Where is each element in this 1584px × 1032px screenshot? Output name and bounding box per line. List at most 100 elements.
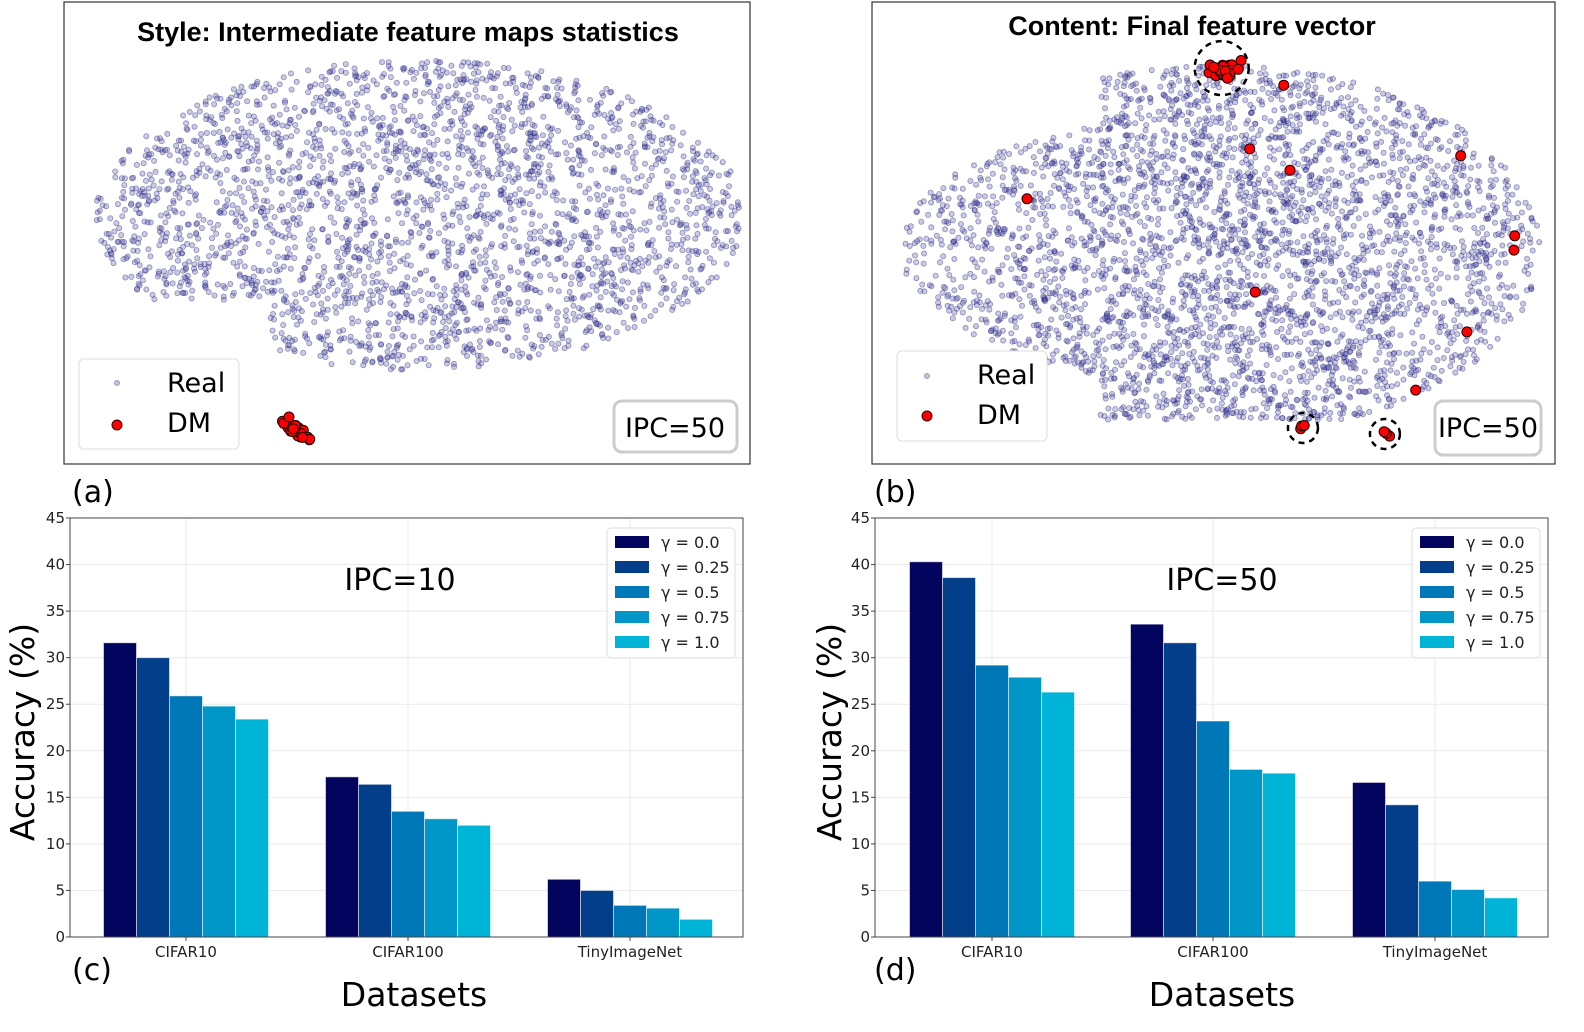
real-point xyxy=(144,219,151,226)
real-point xyxy=(1186,91,1193,98)
real-point xyxy=(311,175,318,182)
real-point xyxy=(214,95,221,102)
real-point xyxy=(516,353,523,360)
real-point xyxy=(585,239,592,246)
real-point xyxy=(150,182,157,189)
real-point xyxy=(671,281,678,288)
real-point xyxy=(313,126,320,133)
real-point xyxy=(655,156,662,163)
real-point xyxy=(222,139,229,146)
real-point xyxy=(434,190,441,197)
real-point xyxy=(693,169,700,176)
real-point xyxy=(1492,219,1499,226)
real-point xyxy=(680,174,687,181)
real-point xyxy=(1383,128,1390,135)
real-point xyxy=(1171,143,1178,150)
real-point xyxy=(424,125,431,132)
real-point xyxy=(537,161,544,168)
real-point xyxy=(327,346,334,353)
real-point xyxy=(305,236,312,243)
real-point xyxy=(394,325,401,332)
real-point xyxy=(632,149,639,156)
real-point xyxy=(234,205,241,212)
real-point xyxy=(1416,240,1423,247)
real-point xyxy=(501,307,508,314)
real-point xyxy=(336,328,343,335)
real-point xyxy=(339,129,346,136)
real-point xyxy=(643,106,650,113)
real-point xyxy=(1465,275,1472,282)
real-point xyxy=(658,289,665,296)
real-point xyxy=(1184,272,1191,279)
real-point xyxy=(1175,407,1182,414)
real-point xyxy=(649,138,656,145)
real-point xyxy=(733,221,740,228)
real-point xyxy=(1067,203,1074,210)
real-point xyxy=(1294,239,1301,246)
real-point xyxy=(403,301,410,308)
real-point xyxy=(697,158,704,165)
real-point xyxy=(585,265,592,272)
real-point xyxy=(461,122,468,129)
real-point xyxy=(454,200,461,207)
real-point xyxy=(1197,396,1204,403)
real-point xyxy=(300,349,307,356)
real-point xyxy=(500,114,507,121)
real-point xyxy=(1188,182,1195,189)
real-point xyxy=(309,226,316,233)
real-point xyxy=(1352,299,1359,306)
real-point xyxy=(1338,416,1345,423)
real-point xyxy=(465,91,472,98)
real-point xyxy=(689,173,696,180)
real-point xyxy=(141,267,148,274)
real-point xyxy=(189,242,196,249)
real-point xyxy=(609,114,616,121)
real-point xyxy=(627,133,634,140)
real-point xyxy=(553,196,560,203)
real-point xyxy=(365,333,372,340)
real-point xyxy=(324,84,331,91)
real-point xyxy=(219,134,226,141)
real-point xyxy=(336,106,343,113)
real-point xyxy=(293,127,300,134)
real-point xyxy=(1244,268,1251,275)
real-point xyxy=(620,200,627,207)
real-point xyxy=(548,132,555,139)
real-point xyxy=(701,192,708,199)
real-point xyxy=(579,294,586,301)
real-point xyxy=(98,237,105,244)
real-point xyxy=(652,307,659,314)
real-point xyxy=(518,257,525,264)
real-point xyxy=(537,212,544,219)
real-point xyxy=(469,153,476,160)
real-point xyxy=(533,287,540,294)
real-point xyxy=(1143,122,1150,129)
real-point xyxy=(1151,116,1158,123)
real-point xyxy=(213,230,220,237)
real-point xyxy=(396,169,403,176)
real-point xyxy=(575,147,582,154)
real-point xyxy=(1164,323,1171,330)
real-point xyxy=(508,116,515,123)
real-point xyxy=(484,60,491,67)
real-point xyxy=(973,323,980,330)
real-point xyxy=(1440,354,1447,361)
real-point xyxy=(693,186,700,193)
real-point xyxy=(467,63,474,70)
real-point xyxy=(327,214,334,221)
real-point xyxy=(291,348,298,355)
real-point xyxy=(283,106,290,113)
real-point xyxy=(1207,177,1214,184)
real-point xyxy=(636,295,643,302)
real-point xyxy=(488,74,495,81)
real-point xyxy=(1391,235,1398,242)
real-point xyxy=(429,252,436,259)
real-point xyxy=(379,73,386,80)
real-point xyxy=(646,177,653,184)
real-point xyxy=(495,108,502,115)
real-point xyxy=(542,223,549,230)
real-point xyxy=(656,224,663,231)
real-point xyxy=(1313,248,1320,255)
real-point xyxy=(731,207,738,214)
real-point xyxy=(558,254,565,261)
